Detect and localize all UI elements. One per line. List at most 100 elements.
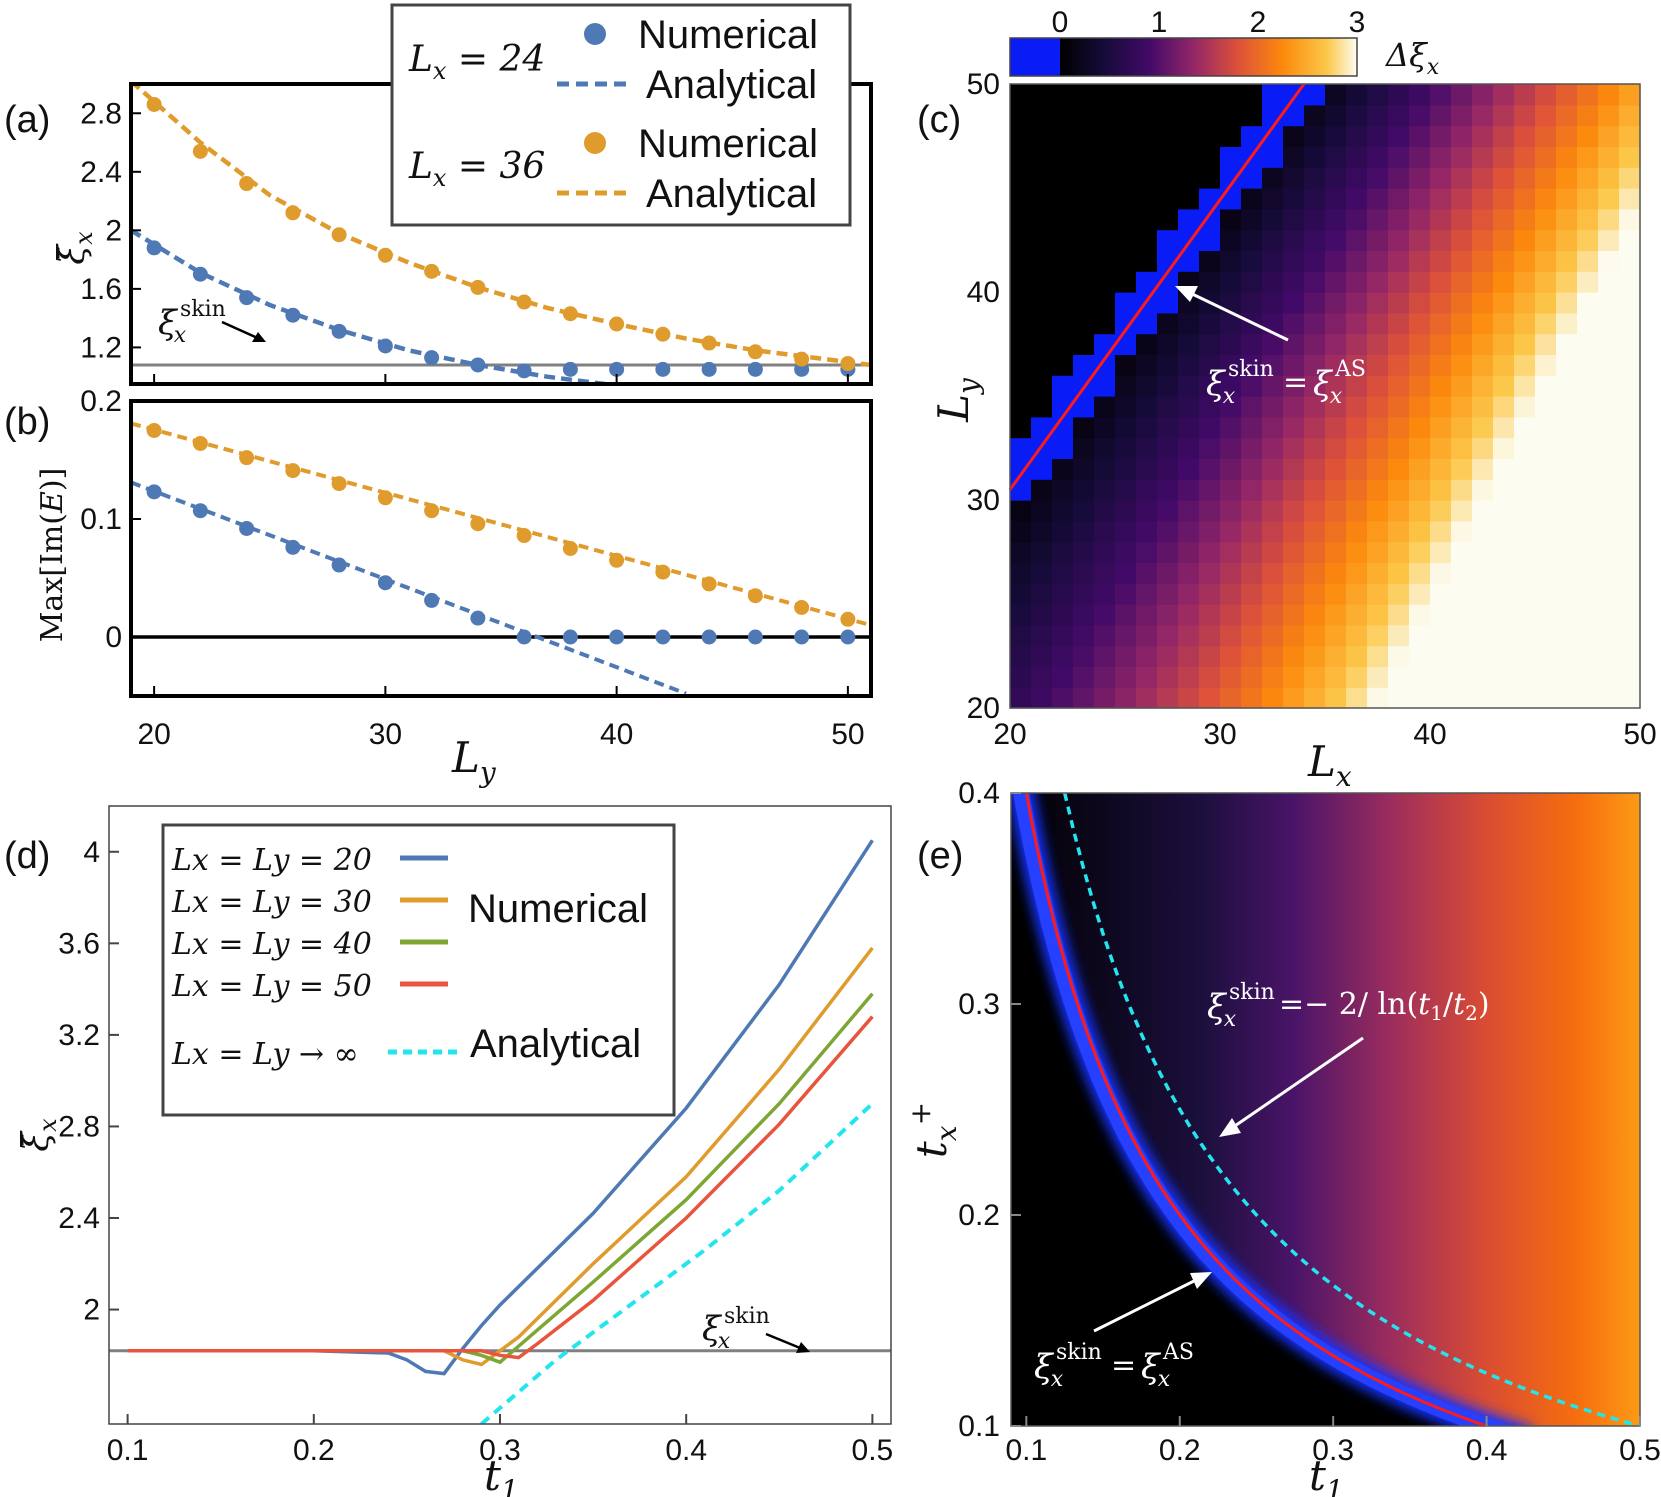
heatmap-cell bbox=[1346, 167, 1368, 189]
heatmap-cell bbox=[1304, 250, 1326, 272]
heatmap-cell bbox=[1535, 500, 1557, 522]
heatmap-cell bbox=[1409, 208, 1431, 231]
heatmap-cell bbox=[1472, 208, 1494, 231]
heatmap-cell bbox=[1052, 375, 1074, 397]
heatmap-cell bbox=[1430, 520, 1452, 543]
heatmap-cell bbox=[1325, 292, 1347, 314]
heatmap-cell bbox=[1178, 520, 1200, 543]
heatmap-cell bbox=[1052, 458, 1074, 480]
heatmap-cell bbox=[1073, 354, 1095, 376]
heatmap-cell bbox=[1010, 437, 1032, 459]
heatmap-cell bbox=[1598, 479, 1620, 501]
heatmap-cell bbox=[1220, 396, 1242, 418]
heatmap-cell bbox=[1136, 458, 1158, 480]
heatmap-cell bbox=[1136, 583, 1158, 605]
heatmap-cell bbox=[1514, 312, 1536, 335]
heatmap-cell bbox=[1451, 624, 1473, 647]
heatmap-cell bbox=[1493, 416, 1515, 439]
heatmap-cell bbox=[1535, 271, 1557, 293]
heatmap-cell bbox=[1598, 208, 1620, 231]
heatmap-cell bbox=[1031, 167, 1053, 189]
heatmap-cell bbox=[1367, 250, 1389, 272]
heatmap-cell bbox=[1220, 583, 1242, 605]
heatmap-cell bbox=[1094, 292, 1116, 314]
heatmap-cell bbox=[1094, 458, 1116, 480]
heatmap-cell bbox=[1178, 167, 1200, 189]
panel-label-e: (e) bbox=[917, 835, 963, 877]
heatmap-cell bbox=[1472, 541, 1494, 563]
heatmap-cell bbox=[1598, 604, 1620, 626]
heatmap-cell bbox=[1388, 583, 1410, 605]
heatmap-cell bbox=[1346, 312, 1368, 335]
heatmap-cell bbox=[1472, 104, 1494, 127]
heatmap-cell bbox=[1010, 84, 1032, 106]
heatmap-cell bbox=[1577, 312, 1599, 335]
heatmap-cell bbox=[1241, 229, 1263, 251]
heatmap-cell bbox=[1577, 520, 1599, 543]
heatmap-cell bbox=[1388, 271, 1410, 293]
heatmap-cell bbox=[1094, 208, 1116, 231]
heatmap-cell bbox=[1577, 645, 1599, 667]
heatmap-cell bbox=[1052, 333, 1074, 355]
heatmap-cell bbox=[1514, 229, 1536, 251]
heatmap-cell bbox=[1577, 479, 1599, 501]
panel-e-cyan-curve bbox=[1062, 793, 1640, 1426]
svg-text:Max[Im(E)]: Max[Im(E)] bbox=[35, 468, 70, 643]
heatmap-cell bbox=[1178, 292, 1200, 314]
heatmap-cell bbox=[1094, 416, 1116, 439]
legend-d: Lx = Ly = 20 Lx = Ly = 30 Lx = Ly = 40 Lx =… bbox=[161, 823, 676, 1117]
heatmap-cell bbox=[1304, 84, 1326, 106]
heatmap-cell bbox=[1136, 645, 1158, 667]
heatmap-cell bbox=[1220, 604, 1242, 626]
heatmap-cell bbox=[1577, 500, 1599, 522]
heatmap-cell bbox=[1199, 604, 1221, 626]
heatmap-cell bbox=[1220, 562, 1242, 584]
xtick-label-e: 0.4 bbox=[1466, 1434, 1508, 1467]
heatmap-cell bbox=[1409, 666, 1431, 688]
heatmap-cell bbox=[1577, 208, 1599, 231]
heatmap-cell bbox=[1472, 458, 1494, 480]
heatmap-cell bbox=[1220, 250, 1242, 272]
heatmap-cell bbox=[1094, 104, 1116, 127]
heatmap-cell bbox=[1010, 604, 1032, 626]
heatmap-cell bbox=[1451, 354, 1473, 376]
heatmap-cell bbox=[1619, 645, 1641, 667]
heatmap-cell bbox=[1472, 333, 1494, 355]
heatmap-cell bbox=[1283, 479, 1305, 501]
heatmap-cell bbox=[1220, 312, 1242, 335]
panel-label-d: (d) bbox=[4, 835, 50, 877]
heatmap-cell bbox=[1367, 541, 1389, 563]
heatmap-cell bbox=[1514, 250, 1536, 272]
heatmap-cell bbox=[1409, 84, 1431, 106]
heatmap-cell bbox=[1346, 396, 1368, 418]
heatmap-cell bbox=[1031, 292, 1053, 314]
heatmap-cell bbox=[1241, 666, 1263, 688]
heatmap-cell bbox=[1577, 666, 1599, 688]
heatmap-cell bbox=[1346, 500, 1368, 522]
heatmap-cell bbox=[1598, 458, 1620, 480]
ytick-label-e: 0.2 bbox=[958, 1199, 1000, 1232]
heatmap-cell bbox=[1031, 416, 1053, 439]
heatmap-cell bbox=[1535, 375, 1557, 397]
panel-e-ylabel: tx+ bbox=[904, 1102, 963, 1158]
heatmap-cell bbox=[1157, 104, 1179, 127]
heatmap-cell bbox=[1514, 271, 1536, 293]
heatmap-cell bbox=[1535, 604, 1557, 626]
xtick-label-c: 50 bbox=[1623, 718, 1656, 751]
heatmap-cell bbox=[1073, 541, 1095, 563]
heatmap-cell bbox=[1094, 146, 1116, 168]
heatmap-cell bbox=[1451, 104, 1473, 127]
heatmap-cell bbox=[1514, 583, 1536, 605]
heatmap-cell bbox=[1409, 312, 1431, 335]
data-point-a-0 bbox=[701, 361, 717, 377]
heatmap-cell bbox=[1199, 312, 1221, 335]
heatmap-cell bbox=[1598, 624, 1620, 647]
data-point-b-2 bbox=[655, 564, 671, 580]
heatmap-cell bbox=[1157, 208, 1179, 231]
legend-dot-24 bbox=[584, 23, 606, 45]
heatmap-cell bbox=[1514, 562, 1536, 584]
heatmap-cell bbox=[1010, 500, 1032, 522]
heatmap-cell bbox=[1388, 84, 1410, 106]
heatmap-cell bbox=[1283, 624, 1305, 647]
heatmap-cell bbox=[1094, 125, 1116, 147]
